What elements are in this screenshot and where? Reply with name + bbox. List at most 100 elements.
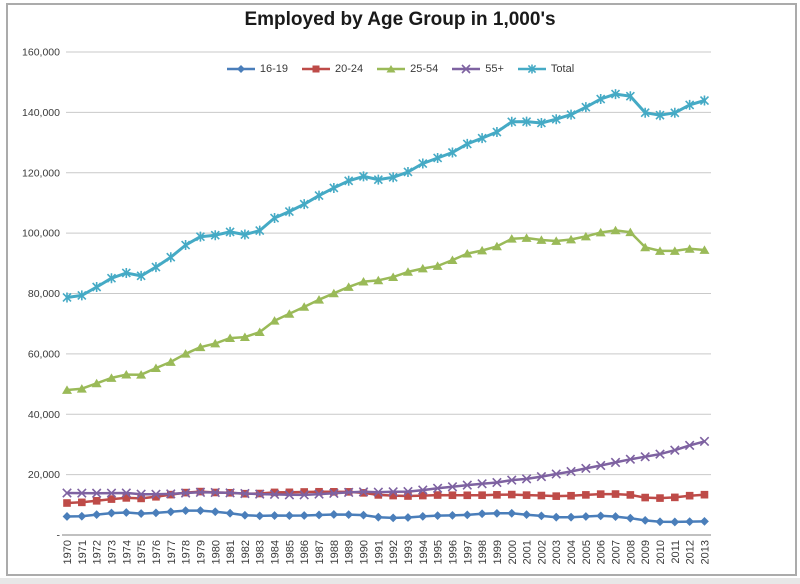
marker-diamond bbox=[507, 508, 517, 518]
series-line-Total bbox=[65, 92, 706, 299]
x-axis-tick-label: 1996 bbox=[447, 540, 459, 564]
marker-triangle bbox=[462, 248, 473, 258]
marker-x bbox=[655, 449, 665, 459]
marker-x bbox=[462, 480, 473, 490]
marker-diamond bbox=[596, 511, 606, 521]
marker-triangle bbox=[551, 236, 562, 245]
x-axis-tick-label: 2002 bbox=[536, 540, 548, 564]
legend-item-Total: Total bbox=[517, 63, 574, 75]
marker-diamond bbox=[640, 515, 650, 525]
marker-triangle bbox=[239, 332, 250, 341]
marker-diamond bbox=[329, 510, 339, 519]
marker-asterisk bbox=[536, 117, 546, 128]
marker-diamond bbox=[210, 507, 220, 517]
marker-x bbox=[418, 485, 428, 495]
marker-triangle bbox=[343, 282, 354, 291]
marker-diamond bbox=[225, 508, 235, 518]
marker-x bbox=[62, 488, 72, 498]
marker-x bbox=[284, 490, 295, 500]
marker-triangle bbox=[210, 338, 221, 348]
marker-x bbox=[77, 488, 87, 498]
marker-triangle bbox=[536, 235, 547, 244]
marker-triangle bbox=[580, 231, 591, 241]
marker-diamond bbox=[92, 510, 102, 520]
marker-diamond bbox=[418, 512, 428, 521]
marker-x bbox=[447, 482, 458, 492]
marker-square bbox=[404, 492, 412, 500]
chart-frame bbox=[6, 3, 797, 576]
x-axis-tick-label: 2009 bbox=[640, 540, 652, 564]
marker-diamond bbox=[477, 509, 487, 519]
marker-asterisk bbox=[62, 292, 72, 303]
x-axis-tick-label: 1980 bbox=[210, 540, 222, 564]
marker-triangle bbox=[699, 245, 710, 254]
legend-label: 16-19 bbox=[259, 63, 288, 75]
marker-triangle bbox=[373, 275, 384, 285]
marker-square bbox=[433, 491, 442, 499]
x-axis-tick-label: 1975 bbox=[136, 540, 148, 564]
marker-triangle bbox=[566, 234, 577, 244]
series-line-25-54 bbox=[65, 229, 706, 392]
marker-asterisk bbox=[225, 226, 235, 237]
marker-triangle bbox=[328, 288, 339, 298]
x-axis-tick-label: 2001 bbox=[522, 540, 534, 564]
x-axis-tick-label: 1994 bbox=[418, 540, 430, 564]
y-axis-tick-label: 20,000 bbox=[28, 469, 60, 481]
x-axis-tick-label: 1991 bbox=[373, 540, 385, 564]
marker-square bbox=[285, 488, 294, 497]
marker-triangle bbox=[254, 327, 265, 337]
marker-square bbox=[389, 491, 397, 500]
x-axis-tick-label: 1985 bbox=[284, 540, 296, 564]
marker-diamond bbox=[62, 512, 72, 521]
marker-diamond bbox=[685, 517, 695, 527]
marker-diamond bbox=[551, 512, 561, 522]
marker-square bbox=[315, 487, 323, 496]
marker-x bbox=[551, 469, 561, 479]
marker-x bbox=[343, 487, 354, 498]
marker-square bbox=[463, 491, 472, 500]
marker-square bbox=[152, 492, 160, 501]
marker-x bbox=[358, 487, 369, 497]
marker-triangle bbox=[314, 295, 325, 304]
marker-triangle bbox=[225, 333, 236, 342]
marker-diamond bbox=[284, 511, 294, 520]
marker-diamond bbox=[373, 512, 383, 522]
marker-diamond bbox=[700, 517, 709, 526]
marker-square bbox=[700, 490, 709, 499]
x-axis-tick-label: 1999 bbox=[492, 540, 504, 564]
marker-triangle bbox=[136, 370, 147, 379]
marker-asterisk bbox=[418, 158, 428, 169]
marker-x bbox=[492, 477, 502, 488]
marker-square bbox=[507, 490, 516, 499]
marker-x bbox=[240, 488, 250, 499]
marker-asterisk bbox=[655, 110, 665, 121]
marker-triangle bbox=[684, 244, 695, 253]
marker-square bbox=[567, 491, 575, 500]
marker-x bbox=[373, 487, 384, 497]
marker-triangle bbox=[491, 241, 502, 251]
marker-asterisk bbox=[670, 107, 680, 118]
marker-diamond bbox=[448, 510, 457, 520]
x-axis-tick-label: 2000 bbox=[507, 540, 519, 564]
x-axis-tick-label: 1981 bbox=[225, 540, 237, 564]
marker-asterisk bbox=[640, 107, 650, 118]
x-axis-tick-label: 1982 bbox=[240, 540, 252, 564]
marker-triangle bbox=[669, 246, 680, 255]
marker-asterisk bbox=[462, 138, 472, 149]
marker-diamond bbox=[359, 510, 368, 520]
marker-asterisk bbox=[299, 199, 309, 210]
marker-asterisk bbox=[433, 152, 443, 163]
marker-asterisk bbox=[447, 147, 458, 158]
marker-square bbox=[522, 491, 531, 499]
marker-triangle bbox=[76, 384, 87, 393]
marker-square bbox=[270, 488, 279, 497]
x-axis-tick-label: 2006 bbox=[596, 540, 608, 564]
chart-legend: 16-19 20-24 25-54 55+ Total bbox=[0, 61, 800, 77]
marker-triangle bbox=[447, 255, 458, 264]
marker-square bbox=[374, 491, 383, 499]
marker-square bbox=[448, 491, 457, 500]
marker-diamond bbox=[270, 511, 279, 520]
marker-asterisk bbox=[344, 175, 354, 186]
x-axis-tick-label: 1973 bbox=[106, 540, 118, 564]
